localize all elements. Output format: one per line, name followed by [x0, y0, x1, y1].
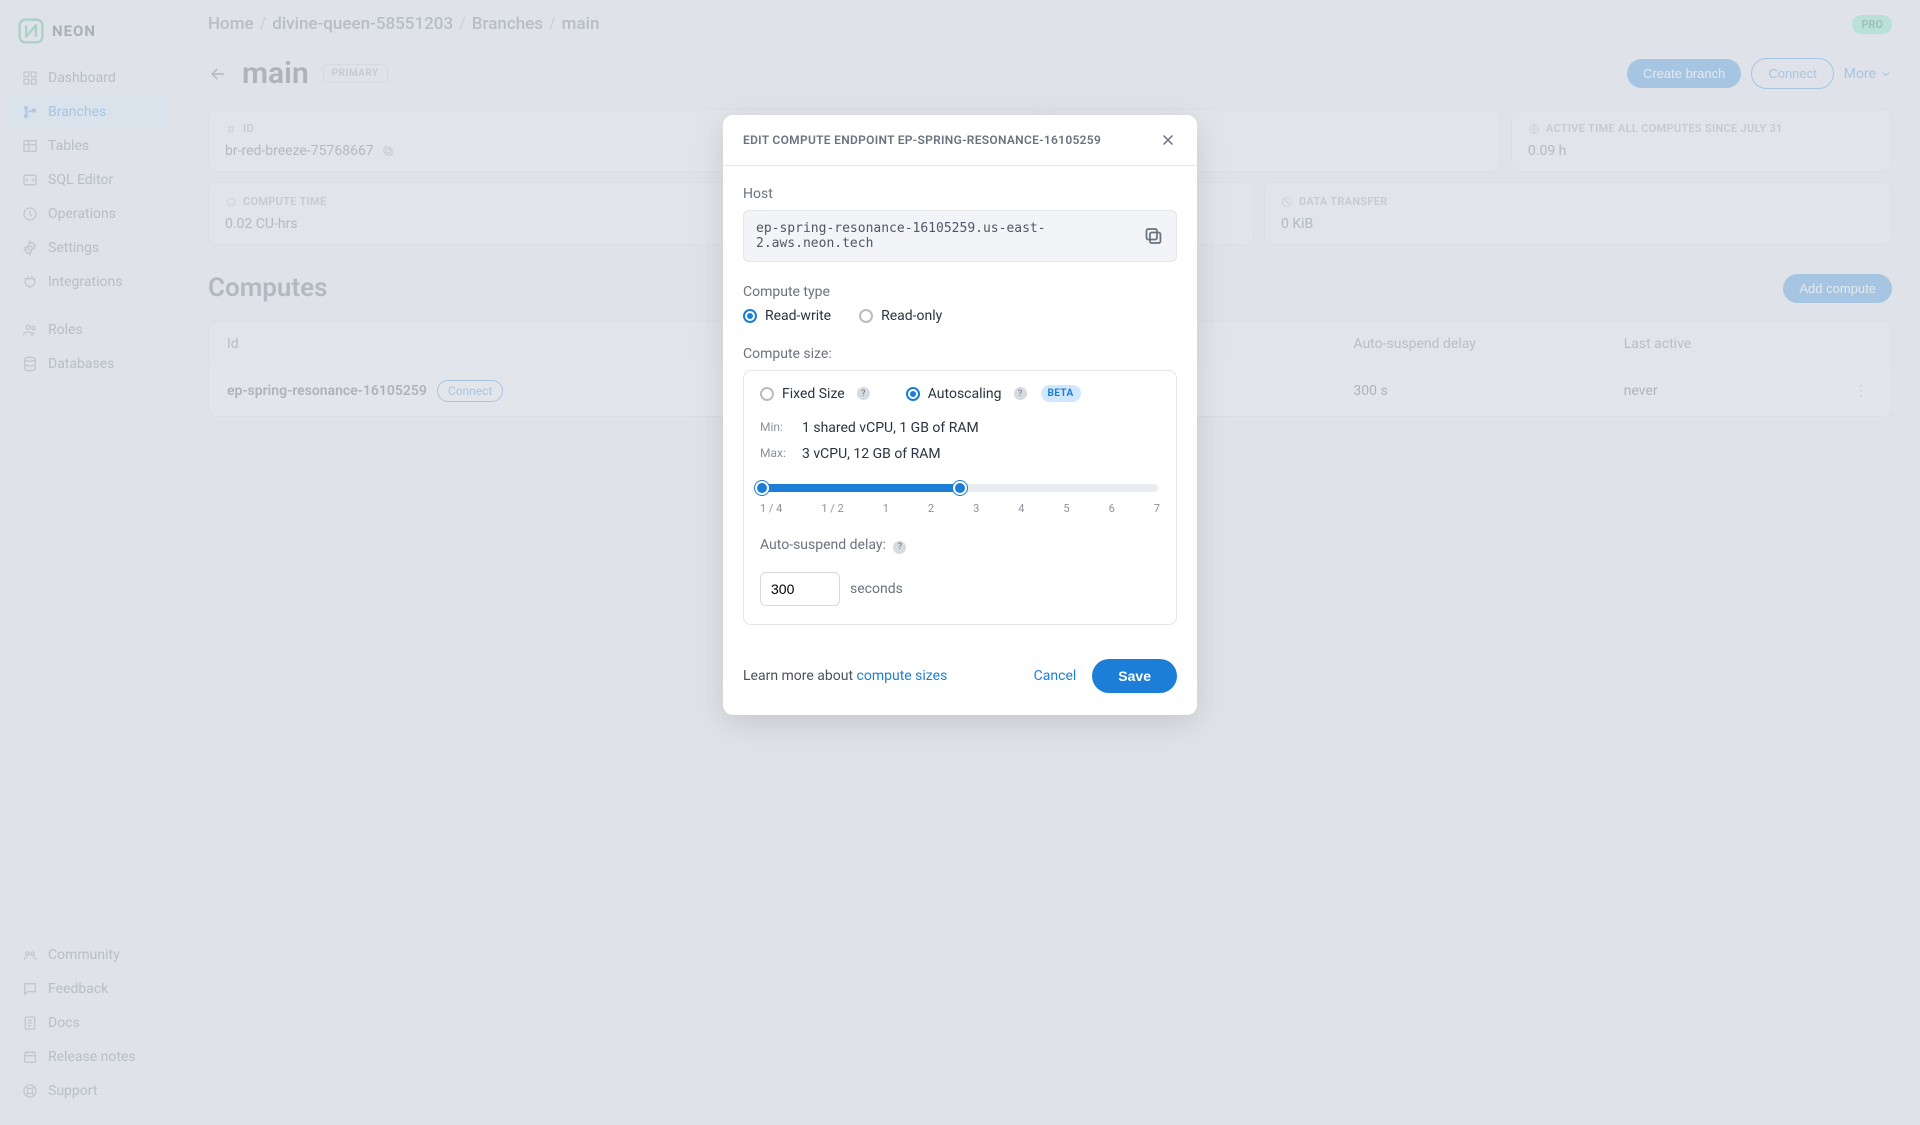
host-label: Host	[743, 186, 1177, 202]
suspend-delay-input[interactable]	[760, 572, 840, 606]
min-max-summary: Min: 1 shared vCPU, 1 GB of RAM Max: 3 v…	[760, 420, 1160, 462]
host-value: ep-spring-resonance-16105259.us-east-2.a…	[756, 221, 1143, 251]
radio-icon	[906, 387, 920, 401]
seconds-label: seconds	[850, 581, 903, 597]
beta-badge: BETA	[1041, 385, 1081, 402]
help-icon[interactable]: ?	[893, 541, 906, 554]
copy-host-icon[interactable]	[1143, 225, 1164, 247]
size-slider[interactable]	[762, 484, 1158, 492]
radio-icon	[859, 309, 873, 323]
help-icon[interactable]: ?	[857, 387, 870, 400]
compute-type-label: Compute type	[743, 284, 1177, 300]
radio-icon	[760, 387, 774, 401]
slider-handle-max[interactable]	[953, 481, 967, 495]
radio-icon	[743, 309, 757, 323]
learn-more: Learn more about compute sizes	[743, 668, 947, 684]
modal-overlay[interactable]: EDIT COMPUTE ENDPOINT EP-SPRING-RESONANC…	[0, 0, 1920, 1125]
slider-fill	[762, 484, 960, 492]
compute-size-label: Compute size:	[743, 346, 1177, 362]
slider-handle-min[interactable]	[755, 481, 769, 495]
close-icon[interactable]	[1159, 131, 1177, 149]
radio-fixed-size[interactable]: Fixed Size ?	[760, 386, 870, 402]
slider-ticks: 1 / 4 1 / 2 1 2 3 4 5 6 7	[760, 500, 1160, 515]
help-icon[interactable]: ?	[1014, 387, 1027, 400]
edit-compute-modal: EDIT COMPUTE ENDPOINT EP-SPRING-RESONANC…	[723, 115, 1197, 715]
radio-read-only[interactable]: Read-only	[859, 308, 942, 324]
radio-autoscaling[interactable]: Autoscaling ? BETA	[906, 385, 1081, 402]
compute-type-options: Read-write Read-only	[743, 308, 1177, 324]
modal-title: EDIT COMPUTE ENDPOINT EP-SPRING-RESONANC…	[743, 133, 1101, 147]
host-box: ep-spring-resonance-16105259.us-east-2.a…	[743, 210, 1177, 262]
learn-more-link[interactable]: compute sizes	[857, 668, 948, 684]
compute-size-panel: Fixed Size ? Autoscaling ? BETA Min: 1 s…	[743, 370, 1177, 625]
radio-read-write[interactable]: Read-write	[743, 308, 831, 324]
suspend-label: Auto-suspend delay: ?	[760, 537, 1160, 554]
save-button[interactable]: Save	[1092, 659, 1177, 693]
cancel-button[interactable]: Cancel	[1034, 668, 1077, 684]
